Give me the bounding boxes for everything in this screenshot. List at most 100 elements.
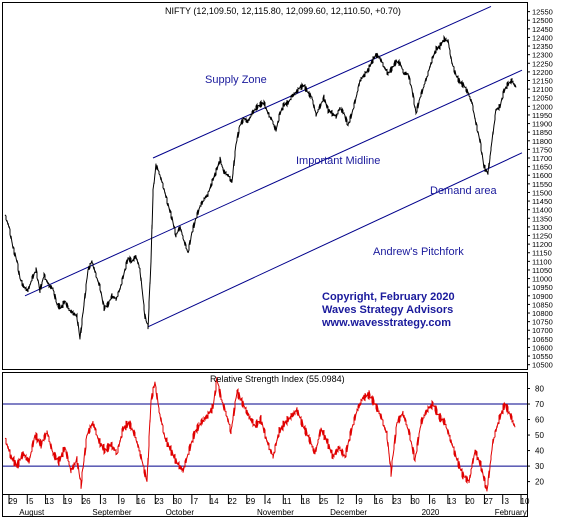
date-tick-label: 13 — [447, 497, 456, 506]
price-panel — [2, 2, 528, 370]
price-tick-label: 11100 — [532, 257, 552, 266]
date-tick-label: 7 — [194, 497, 199, 506]
price-tick-label: 12150 — [532, 77, 553, 86]
price-tick-label: 11700 — [532, 154, 552, 163]
date-tick-label: 4 — [267, 497, 272, 506]
date-tick-label: 27 — [484, 497, 493, 506]
month-label: September — [92, 508, 131, 517]
channel-line-lower — [147, 152, 523, 328]
rsi-series-line — [4, 376, 516, 492]
date-tick-label: 26 — [82, 497, 91, 506]
price-tick-label: 10500 — [532, 361, 553, 370]
date-tick-label: 19 — [63, 497, 72, 506]
price-tick-label: 11300 — [532, 223, 552, 232]
date-tick-label: 30 — [411, 497, 420, 506]
price-tick-label: 11650 — [532, 163, 552, 172]
price-tick-label: 11550 — [532, 180, 552, 189]
price-tick-label: 12200 — [532, 68, 553, 77]
price-axis: 1050010550106001065010700107501080010850… — [527, 8, 553, 370]
price-tick-label: 11000 — [532, 275, 552, 284]
price-tick-label: 11900 — [532, 120, 552, 129]
price-tick-label: 12350 — [532, 42, 553, 51]
price-tick-label: 11200 — [532, 240, 552, 249]
price-tick-label: 11150 — [532, 249, 552, 258]
price-tick-label: 11400 — [532, 206, 552, 215]
date-tick-label: 11 — [283, 497, 292, 506]
price-tick-label: 12050 — [532, 94, 553, 103]
month-label: August — [19, 508, 45, 517]
price-tick-label: 11050 — [532, 266, 552, 275]
price-tick-label: 11950 — [532, 111, 552, 120]
price-tick-label: 11800 — [532, 137, 552, 146]
price-tick-label: 12550 — [532, 8, 553, 17]
date-tick-label: 22 — [228, 497, 237, 506]
price-tick-label: 10650 — [532, 335, 553, 344]
date-tick-label: 9 — [120, 497, 125, 506]
price-tick-label: 11750 — [532, 145, 552, 154]
channel-line-upper — [152, 5, 492, 159]
price-tick-label: 11600 — [532, 171, 552, 180]
price-tick-label: 12250 — [532, 59, 553, 68]
price-tick-label: 12000 — [532, 102, 553, 111]
price-tick-label: 11450 — [532, 197, 552, 206]
price-tick-label: 11350 — [532, 214, 552, 223]
andrews-pitchfork-label: Andrew's Pitchfork — [373, 246, 464, 258]
rsi-tick-label: 40 — [535, 447, 544, 456]
rsi-tick-label: 80 — [535, 385, 544, 394]
demand-area-label: Demand area — [430, 185, 498, 197]
date-tick-label: 13 — [45, 497, 54, 506]
price-tick-label: 12450 — [532, 25, 553, 34]
date-tick-label: 2 — [340, 497, 345, 506]
price-tick-label: 10950 — [532, 283, 553, 292]
price-tick-label: 10900 — [532, 292, 553, 301]
date-tick-label: 16 — [137, 497, 146, 506]
rsi-tick-label: 20 — [535, 478, 544, 487]
date-tick-label: 5 — [29, 497, 34, 506]
price-tick-label: 11500 — [532, 188, 552, 197]
date-tick-label: 18 — [301, 497, 310, 506]
price-tick-label: 10550 — [532, 352, 553, 361]
date-tick-label: 14 — [210, 497, 219, 506]
price-tick-label: 10850 — [532, 300, 553, 309]
website-label: www.wavesstrategy.com — [321, 317, 451, 329]
date-tick-label: 29 — [9, 497, 18, 506]
andrews-pitchfork-lines — [24, 5, 523, 328]
copyright-label: Copyright, February 2020 — [322, 291, 455, 303]
date-tick-label: 3 — [504, 497, 509, 506]
date-axis: 29 5 13 19 26 3 9 16 23 30 7 14 22 29 4 11 18 25 2 9 16 23 30 6… — [8, 495, 530, 517]
date-tick-label: 25 — [319, 497, 328, 506]
date-tick-label: 10 — [521, 497, 530, 506]
date-tick-label: 16 — [374, 497, 383, 506]
date-tick-label: 9 — [358, 497, 363, 506]
date-tick-label: 23 — [393, 497, 402, 506]
price-tick-label: 10600 — [532, 343, 553, 352]
rsi-tick-label: 70 — [535, 400, 544, 409]
date-tick-label: 30 — [173, 497, 182, 506]
advisors-label: Waves Strategy Advisors — [322, 304, 453, 316]
month-label: February — [495, 508, 527, 517]
rsi-tick-label: 60 — [535, 416, 544, 425]
rsi-label: Relative Strength Index (55.0984) — [210, 374, 345, 384]
chart-title: NIFTY (12,109.50, 12,115.80, 12,099.60, … — [165, 6, 401, 16]
time-axis — [2, 494, 528, 517]
price-tick-label: 10800 — [532, 309, 553, 318]
month-label: October — [166, 508, 195, 517]
price-tick-label: 12300 — [532, 51, 553, 60]
date-tick-label: 3 — [102, 497, 107, 506]
channel-line-mid — [24, 69, 523, 297]
date-tick-label: 29 — [246, 497, 255, 506]
price-tick-label: 12100 — [532, 85, 553, 94]
rsi-axis: 20 30 40 50 60 70 80 — [3, 385, 544, 487]
price-tick-label: 12500 — [532, 16, 553, 25]
date-tick-label: 6 — [431, 497, 436, 506]
month-label: 2020 — [422, 508, 440, 517]
month-label: November — [257, 508, 294, 517]
rsi-tick-label: 30 — [535, 462, 544, 471]
supply-zone-label: Supply Zone — [205, 74, 267, 86]
price-tick-label: 10700 — [532, 326, 553, 335]
price-tick-label: 11850 — [532, 128, 552, 137]
rsi-tick-label: 50 — [535, 431, 544, 440]
month-label: December — [330, 508, 367, 517]
price-tick-label: 12400 — [532, 33, 553, 42]
